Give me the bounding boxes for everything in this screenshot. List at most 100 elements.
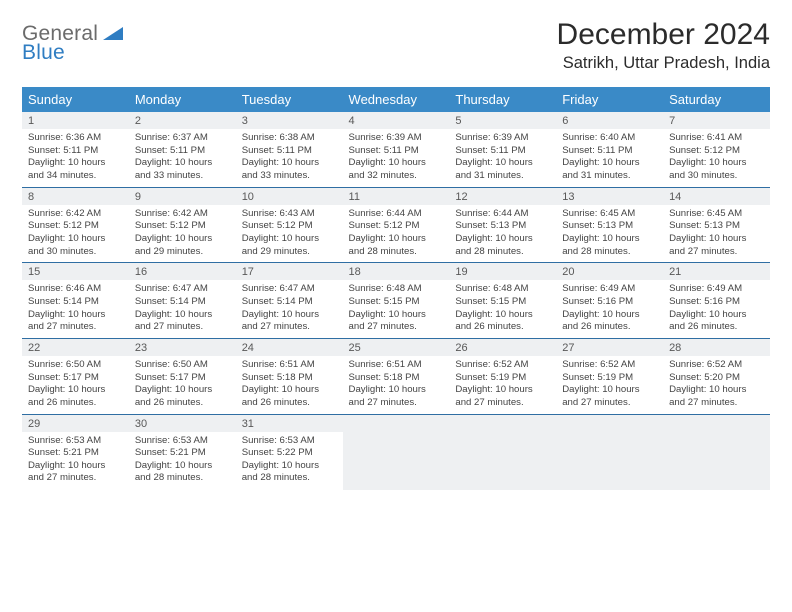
daylight-line: Daylight: 10 hours and 28 minutes. xyxy=(349,233,444,258)
day-number-cell: 14 xyxy=(663,187,770,205)
sunset-line: Sunset: 5:19 PM xyxy=(455,372,550,385)
day-content-cell: Sunrise: 6:39 AMSunset: 5:11 PMDaylight:… xyxy=(449,129,556,187)
day-content-cell: Sunrise: 6:53 AMSunset: 5:21 PMDaylight:… xyxy=(129,432,236,490)
day-number-cell xyxy=(663,414,770,432)
day-content-cell: Sunrise: 6:36 AMSunset: 5:11 PMDaylight:… xyxy=(22,129,129,187)
daylight-line: Daylight: 10 hours and 26 minutes. xyxy=(669,309,764,334)
day-content-cell: Sunrise: 6:43 AMSunset: 5:12 PMDaylight:… xyxy=(236,205,343,263)
sunrise-line: Sunrise: 6:42 AM xyxy=(28,208,123,221)
day-number-cell: 31 xyxy=(236,414,343,432)
day-number-cell: 11 xyxy=(343,187,450,205)
day-number-row: 15161718192021 xyxy=(22,263,770,281)
daylight-line: Daylight: 10 hours and 33 minutes. xyxy=(135,157,230,182)
sunrise-line: Sunrise: 6:48 AM xyxy=(349,283,444,296)
weekday-header: Sunday xyxy=(22,87,129,112)
daylight-line: Daylight: 10 hours and 26 minutes. xyxy=(562,309,657,334)
sunset-line: Sunset: 5:14 PM xyxy=(28,296,123,309)
day-number-cell: 7 xyxy=(663,112,770,129)
sunset-line: Sunset: 5:12 PM xyxy=(28,220,123,233)
day-number-cell: 22 xyxy=(22,338,129,356)
day-content-row: Sunrise: 6:42 AMSunset: 5:12 PMDaylight:… xyxy=(22,205,770,263)
day-number-cell: 28 xyxy=(663,338,770,356)
sunset-line: Sunset: 5:11 PM xyxy=(135,145,230,158)
day-number-cell: 1 xyxy=(22,112,129,129)
sunset-line: Sunset: 5:13 PM xyxy=(455,220,550,233)
day-content-cell: Sunrise: 6:49 AMSunset: 5:16 PMDaylight:… xyxy=(556,280,663,338)
sunset-line: Sunset: 5:22 PM xyxy=(242,447,337,460)
sunset-line: Sunset: 5:13 PM xyxy=(669,220,764,233)
day-content-cell: Sunrise: 6:42 AMSunset: 5:12 PMDaylight:… xyxy=(129,205,236,263)
daylight-line: Daylight: 10 hours and 27 minutes. xyxy=(349,384,444,409)
sunrise-line: Sunrise: 6:44 AM xyxy=(455,208,550,221)
sunset-line: Sunset: 5:11 PM xyxy=(349,145,444,158)
day-content-cell: Sunrise: 6:45 AMSunset: 5:13 PMDaylight:… xyxy=(663,205,770,263)
day-content-cell xyxy=(556,432,663,490)
sunset-line: Sunset: 5:16 PM xyxy=(562,296,657,309)
daylight-line: Daylight: 10 hours and 27 minutes. xyxy=(28,309,123,334)
sunrise-line: Sunrise: 6:48 AM xyxy=(455,283,550,296)
daylight-line: Daylight: 10 hours and 27 minutes. xyxy=(135,309,230,334)
daylight-line: Daylight: 10 hours and 29 minutes. xyxy=(135,233,230,258)
day-number-cell: 9 xyxy=(129,187,236,205)
day-number-row: 1234567 xyxy=(22,112,770,129)
day-number-row: 891011121314 xyxy=(22,187,770,205)
header-area: General December 2024 Satrikh, Uttar Pra… xyxy=(22,18,770,73)
day-content-cell: Sunrise: 6:47 AMSunset: 5:14 PMDaylight:… xyxy=(129,280,236,338)
sunrise-line: Sunrise: 6:52 AM xyxy=(669,359,764,372)
daylight-line: Daylight: 10 hours and 34 minutes. xyxy=(28,157,123,182)
weekday-header: Thursday xyxy=(449,87,556,112)
day-number-cell: 19 xyxy=(449,263,556,281)
weekday-header: Tuesday xyxy=(236,87,343,112)
daylight-line: Daylight: 10 hours and 27 minutes. xyxy=(669,233,764,258)
daylight-line: Daylight: 10 hours and 33 minutes. xyxy=(242,157,337,182)
day-number-cell: 18 xyxy=(343,263,450,281)
daylight-line: Daylight: 10 hours and 29 minutes. xyxy=(242,233,337,258)
sunrise-line: Sunrise: 6:49 AM xyxy=(562,283,657,296)
day-content-cell: Sunrise: 6:49 AMSunset: 5:16 PMDaylight:… xyxy=(663,280,770,338)
sunrise-line: Sunrise: 6:36 AM xyxy=(28,132,123,145)
sunset-line: Sunset: 5:12 PM xyxy=(349,220,444,233)
day-number-cell: 13 xyxy=(556,187,663,205)
sunset-line: Sunset: 5:11 PM xyxy=(242,145,337,158)
sunrise-line: Sunrise: 6:53 AM xyxy=(28,435,123,448)
sunset-line: Sunset: 5:11 PM xyxy=(455,145,550,158)
daylight-line: Daylight: 10 hours and 27 minutes. xyxy=(349,309,444,334)
day-number-cell xyxy=(343,414,450,432)
day-content-cell: Sunrise: 6:52 AMSunset: 5:20 PMDaylight:… xyxy=(663,356,770,414)
weekday-header: Saturday xyxy=(663,87,770,112)
day-number-cell: 3 xyxy=(236,112,343,129)
weekday-header: Friday xyxy=(556,87,663,112)
logo-triangle-icon xyxy=(103,26,123,45)
day-number-cell: 29 xyxy=(22,414,129,432)
page-title: December 2024 xyxy=(557,18,770,52)
day-content-cell: Sunrise: 6:39 AMSunset: 5:11 PMDaylight:… xyxy=(343,129,450,187)
sunrise-line: Sunrise: 6:51 AM xyxy=(349,359,444,372)
sunset-line: Sunset: 5:19 PM xyxy=(562,372,657,385)
day-content-cell: Sunrise: 6:44 AMSunset: 5:12 PMDaylight:… xyxy=(343,205,450,263)
sunset-line: Sunset: 5:15 PM xyxy=(455,296,550,309)
day-content-cell: Sunrise: 6:41 AMSunset: 5:12 PMDaylight:… xyxy=(663,129,770,187)
weekday-header: Monday xyxy=(129,87,236,112)
sunset-line: Sunset: 5:12 PM xyxy=(242,220,337,233)
day-content-row: Sunrise: 6:53 AMSunset: 5:21 PM Daylight:… xyxy=(22,432,770,490)
day-number-row: 22232425262728 xyxy=(22,338,770,356)
day-number-row: 293031 xyxy=(22,414,770,432)
sunset-line: Sunset: 5:21 PM xyxy=(28,447,123,460)
day-number-cell: 15 xyxy=(22,263,129,281)
day-number-cell xyxy=(556,414,663,432)
sunrise-line: Sunrise: 6:41 AM xyxy=(669,132,764,145)
sunset-line: Sunset: 5:11 PM xyxy=(28,145,123,158)
daylight-line: Daylight: 10 hours and 26 minutes. xyxy=(242,384,337,409)
sunset-line: Sunset: 5:11 PM xyxy=(562,145,657,158)
sunrise-line: Sunrise: 6:44 AM xyxy=(349,208,444,221)
day-content-cell: Sunrise: 6:38 AMSunset: 5:11 PMDaylight:… xyxy=(236,129,343,187)
daylight-line: Daylight: 10 hours and 26 minutes. xyxy=(135,384,230,409)
page-heading: December 2024 Satrikh, Uttar Pradesh, In… xyxy=(557,18,770,73)
sunset-line: Sunset: 5:15 PM xyxy=(349,296,444,309)
day-number-cell: 20 xyxy=(556,263,663,281)
day-number-cell: 16 xyxy=(129,263,236,281)
weekday-header-row: Sunday Monday Tuesday Wednesday Thursday… xyxy=(22,87,770,112)
sunrise-line: Sunrise: 6:37 AM xyxy=(135,132,230,145)
daylight-line: Daylight: 10 hours and 28 minutes. xyxy=(135,460,230,485)
day-content-cell: Sunrise: 6:45 AMSunset: 5:13 PMDaylight:… xyxy=(556,205,663,263)
